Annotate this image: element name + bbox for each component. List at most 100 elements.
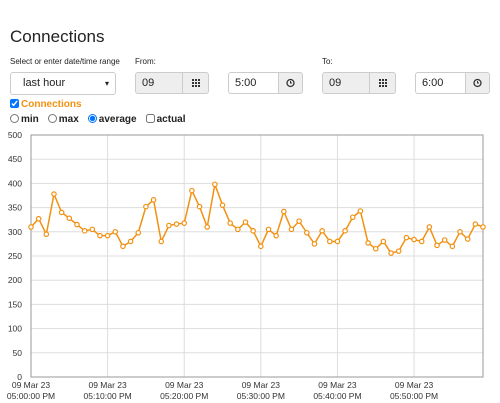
mode-option[interactable]: min xyxy=(8,114,39,125)
from-time[interactable]: 5:00 PM xyxy=(228,72,279,94)
data-point xyxy=(365,240,371,246)
data-point xyxy=(281,208,287,215)
to-time[interactable]: 6:00 PM xyxy=(415,72,466,94)
y-tick-label: 0 xyxy=(17,372,22,382)
data-point xyxy=(166,222,172,229)
data-point xyxy=(242,219,249,225)
y-tick-label: 50 xyxy=(13,348,23,358)
mode-label: actual xyxy=(156,114,186,125)
clock-button[interactable] xyxy=(465,72,490,94)
y-tick-label: 300 xyxy=(8,227,22,237)
radio[interactable] xyxy=(10,114,19,123)
to-label: To: xyxy=(322,57,333,66)
data-point xyxy=(457,229,463,235)
data-point xyxy=(250,228,256,234)
data-point xyxy=(43,231,50,238)
data-point xyxy=(319,228,325,234)
checkbox[interactable] xyxy=(10,99,19,108)
data-point xyxy=(326,238,333,245)
data-point xyxy=(265,226,272,233)
calendar-icon xyxy=(192,79,200,87)
data-point xyxy=(411,236,417,243)
data-point xyxy=(449,243,456,250)
mode-label: min xyxy=(21,114,39,125)
mode-option[interactable]: actual xyxy=(144,114,186,125)
data-point xyxy=(441,237,448,243)
mode-options: min max average actual xyxy=(8,114,193,125)
y-tick-label: 400 xyxy=(8,178,22,188)
data-point xyxy=(334,238,341,245)
data-point xyxy=(372,245,379,252)
clock-button[interactable] xyxy=(278,72,303,94)
data-point xyxy=(143,203,149,210)
preset-value: last hour xyxy=(23,77,66,89)
data-point xyxy=(104,232,111,239)
y-tick-label: 250 xyxy=(8,251,22,261)
data-point xyxy=(120,243,126,250)
mode-option[interactable]: average xyxy=(86,114,137,125)
data-point xyxy=(434,242,440,249)
x-tick-time: 05:50:00 PM xyxy=(390,391,438,401)
range-label: Select or enter date/time range xyxy=(10,57,120,66)
mode-option[interactable]: max xyxy=(46,114,79,125)
x-tick-time: 05:20:00 PM xyxy=(160,391,208,401)
preset-select[interactable]: last hour ▾ xyxy=(10,72,116,95)
x-tick-date: 09 Mar 23 xyxy=(12,380,51,390)
data-point xyxy=(273,232,279,239)
data-point xyxy=(426,224,433,230)
data-point xyxy=(204,224,211,230)
to-date[interactable]: 09 Mar 2 xyxy=(322,72,370,94)
calendar-button[interactable] xyxy=(369,72,396,94)
data-point xyxy=(403,234,410,241)
x-tick-time: 05:10:00 PM xyxy=(84,391,132,401)
data-point xyxy=(35,215,42,222)
x-tick-time: 05:40:00 PM xyxy=(313,391,361,401)
data-point xyxy=(150,197,157,203)
data-point xyxy=(28,224,34,230)
x-tick-date: 09 Mar 23 xyxy=(318,380,357,390)
clock-icon xyxy=(286,78,295,88)
data-point xyxy=(173,221,180,227)
y-tick-label: 500 xyxy=(8,130,22,140)
data-point xyxy=(472,221,479,227)
data-point xyxy=(380,238,387,245)
data-point xyxy=(112,229,119,235)
data-point xyxy=(464,236,471,242)
radio[interactable] xyxy=(47,114,57,123)
data-point xyxy=(342,228,348,234)
calendar-icon xyxy=(379,79,387,87)
data-point xyxy=(196,203,203,210)
data-point xyxy=(66,215,73,222)
data-point xyxy=(181,220,188,226)
x-tick-time: 05:00:00 PM xyxy=(7,391,55,401)
data-point xyxy=(81,228,88,234)
x-tick-date: 09 Mar 23 xyxy=(165,380,204,390)
data-point xyxy=(395,248,402,254)
data-point xyxy=(388,250,394,256)
dropdown-arrow: ▾ xyxy=(104,79,109,88)
x-tick-date: 09 Mar 23 xyxy=(395,380,434,390)
x-tick-time: 05:30:00 PM xyxy=(237,391,285,401)
checkbox[interactable] xyxy=(145,114,155,123)
data-point xyxy=(349,214,356,221)
data-point xyxy=(135,229,142,236)
data-point xyxy=(288,226,295,233)
data-point xyxy=(418,238,425,245)
series-toggle[interactable]: Connections xyxy=(8,99,82,110)
data-point xyxy=(127,238,134,245)
y-tick-label: 150 xyxy=(8,299,22,309)
from-date[interactable]: 09 Mar 2 xyxy=(135,72,183,94)
data-point xyxy=(212,181,218,188)
mode-label: average xyxy=(98,114,137,125)
calendar-button[interactable] xyxy=(182,72,209,94)
plot-border xyxy=(30,134,484,378)
series-toggle-label: Connections xyxy=(21,99,82,110)
y-tick-label: 450 xyxy=(8,154,22,164)
radio[interactable] xyxy=(87,114,97,123)
data-point xyxy=(311,241,318,247)
data-point xyxy=(158,238,165,245)
mode-label: max xyxy=(58,114,79,125)
from-label: From: xyxy=(135,57,156,66)
x-tick-date: 09 Mar 23 xyxy=(242,380,281,390)
